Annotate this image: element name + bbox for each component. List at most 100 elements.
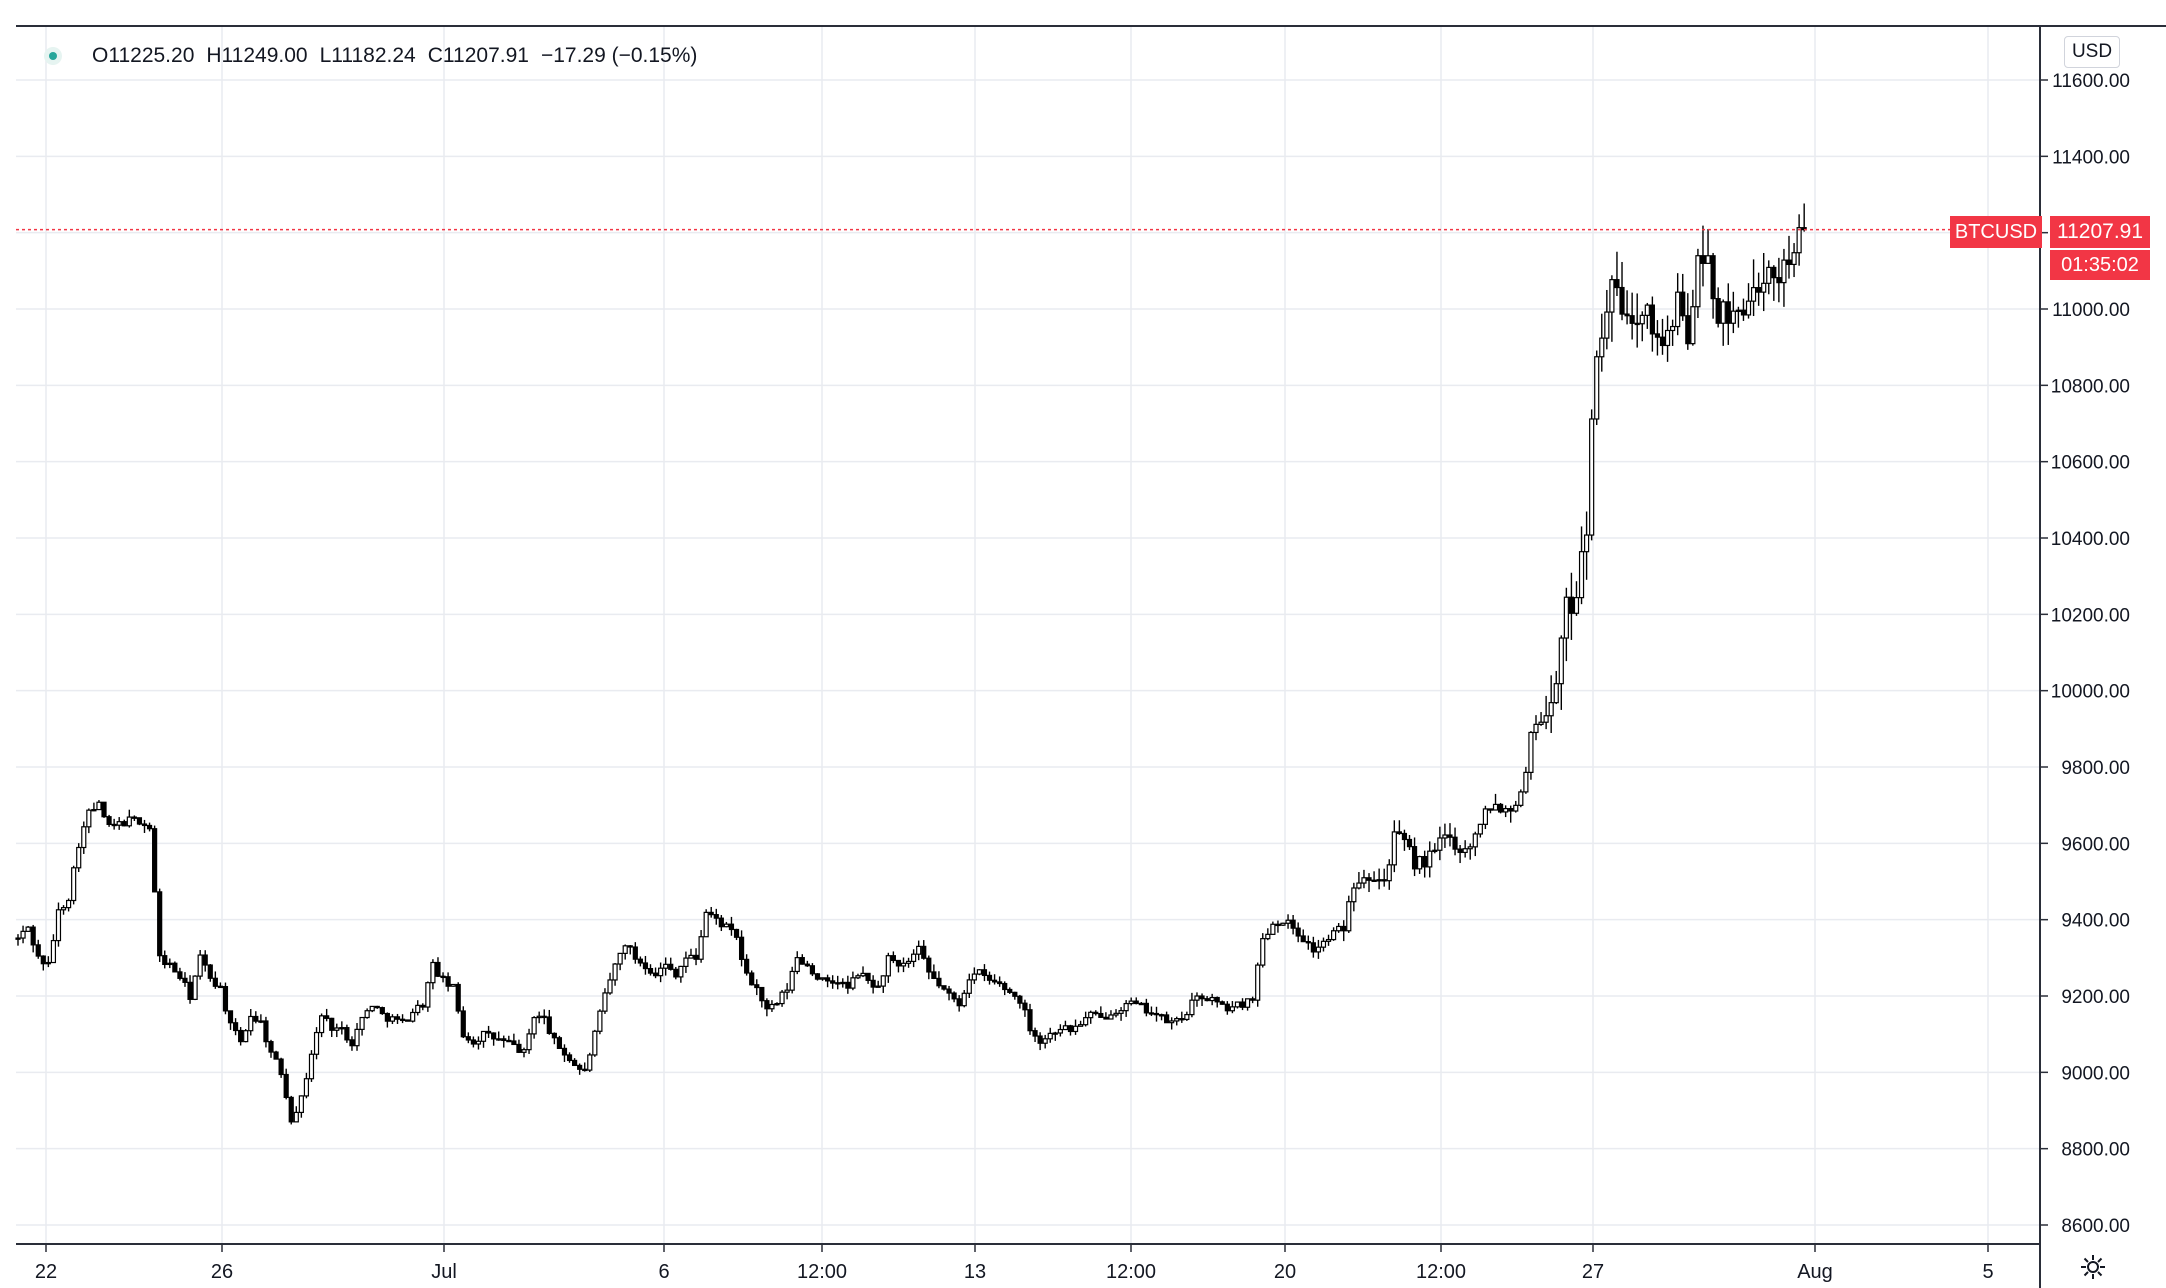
candle	[30, 924, 36, 953]
candle	[764, 998, 770, 1017]
candle	[698, 930, 704, 963]
time-axis-labels: 22 26 Jul 6 12:00 13 12:00 20 12:00 27 Aug 5	[35, 1244, 1994, 1283]
candle	[1371, 871, 1377, 882]
candle	[1209, 993, 1215, 1006]
candle	[1189, 992, 1195, 1018]
candle	[1143, 998, 1149, 1017]
price-tick-label: 9600.00	[2061, 834, 2130, 855]
candle	[207, 964, 213, 982]
candle	[1670, 319, 1676, 346]
candle	[349, 1036, 355, 1051]
candle	[1204, 995, 1210, 1002]
candle	[106, 814, 112, 827]
candle	[622, 944, 628, 960]
candle	[895, 959, 902, 973]
candle	[1756, 272, 1762, 306]
candle	[1492, 793, 1499, 811]
price-tick-label: 10600.00	[2051, 453, 2130, 474]
candle	[642, 955, 649, 975]
candle	[819, 977, 826, 981]
candle	[1032, 1027, 1038, 1042]
candle	[1715, 287, 1721, 328]
candle	[192, 975, 198, 1001]
candle	[65, 898, 72, 912]
candle	[1740, 298, 1747, 321]
candle	[288, 1095, 294, 1125]
close-label: C	[427, 44, 443, 67]
candle	[1386, 859, 1392, 890]
candle	[1022, 999, 1028, 1017]
time-tick-label: 12:00	[797, 1261, 847, 1283]
candle	[354, 1023, 360, 1051]
candle	[399, 1014, 406, 1024]
candle	[81, 821, 87, 854]
candle	[1649, 296, 1655, 352]
candle	[1179, 1011, 1185, 1023]
candle	[1330, 927, 1337, 941]
candle	[1361, 869, 1367, 889]
candle	[804, 960, 810, 967]
candle	[1558, 635, 1564, 710]
candle	[597, 1009, 603, 1035]
candle	[450, 983, 456, 987]
candle	[1072, 1019, 1079, 1035]
candle	[324, 1008, 330, 1022]
candle	[1093, 1010, 1099, 1016]
candle	[713, 908, 719, 925]
candle	[1497, 802, 1504, 814]
candle	[470, 1036, 476, 1048]
candle	[749, 970, 755, 986]
candle	[1422, 850, 1428, 878]
candle	[759, 986, 765, 1008]
candle	[1381, 868, 1387, 887]
candle	[830, 975, 836, 989]
candle	[379, 1006, 385, 1015]
candle	[1320, 937, 1327, 952]
candle	[1467, 843, 1473, 860]
candle	[536, 1011, 542, 1024]
candle	[1285, 914, 1291, 929]
close-value: 11207.91	[442, 44, 529, 67]
candle	[1214, 996, 1220, 1008]
candle	[1169, 1017, 1175, 1030]
market-status-icon[interactable]	[44, 47, 62, 65]
candle	[222, 982, 229, 1015]
candle	[531, 1016, 537, 1039]
candle	[1776, 257, 1782, 303]
candle	[1452, 827, 1458, 856]
currency-button[interactable]: USD	[2064, 36, 2120, 68]
candle	[278, 1057, 284, 1078]
candle	[728, 916, 735, 936]
price-tick-label: 11600.00	[2052, 71, 2130, 92]
grid-lines	[16, 26, 2040, 1244]
time-tick-label: 12:00	[1416, 1261, 1466, 1283]
candle	[369, 1005, 375, 1013]
candle	[1290, 914, 1296, 935]
candle	[146, 822, 153, 832]
candle	[182, 972, 188, 987]
candle	[1417, 855, 1423, 874]
candle	[1513, 800, 1519, 813]
candle	[425, 981, 431, 1012]
candle	[217, 982, 223, 989]
candle	[1295, 922, 1301, 943]
candle	[410, 1008, 416, 1023]
last-price-tag: 11207.91	[2050, 216, 2150, 248]
candle	[238, 1027, 244, 1046]
candle	[293, 1106, 299, 1123]
candle	[1523, 766, 1529, 794]
candle	[769, 1000, 775, 1012]
candle	[435, 957, 441, 978]
change-value: −17.29 (−0.15%)	[540, 44, 698, 67]
gear-icon[interactable]	[2078, 1252, 2108, 1282]
candle	[1346, 895, 1352, 933]
candle	[617, 952, 623, 971]
candle	[1472, 831, 1478, 857]
candle	[900, 957, 907, 973]
low-value: 11182.24	[331, 44, 416, 67]
candle	[1614, 251, 1620, 297]
candle	[1477, 823, 1483, 838]
candle	[1437, 826, 1443, 861]
candle	[1629, 292, 1635, 340]
